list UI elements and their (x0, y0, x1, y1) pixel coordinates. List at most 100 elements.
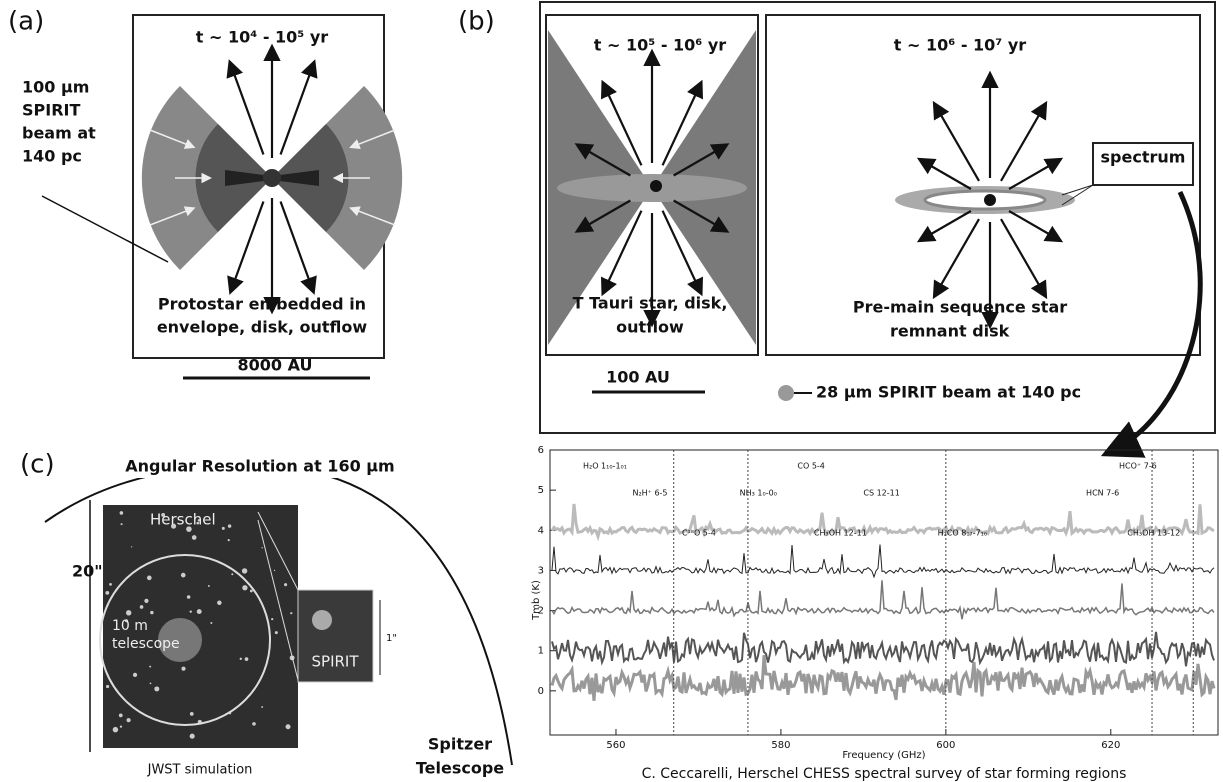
panel-label: (b) (458, 7, 495, 37)
outflow-arrow (230, 63, 263, 154)
star-dot (150, 611, 153, 614)
star-dot (106, 685, 109, 688)
y-tick-label: 4 (538, 525, 544, 536)
caption: T Tauri star, disk, (573, 294, 728, 313)
beam-note: SPIRIT (22, 101, 80, 120)
line-label: C¹⁸O 5-4 (682, 529, 716, 538)
star-dot (208, 585, 210, 587)
star-dot (120, 511, 124, 515)
star-dot (250, 590, 253, 593)
inset-label: spectrum (1101, 148, 1186, 167)
star-dot (240, 658, 242, 660)
star-dot (187, 595, 191, 599)
star-dot (245, 657, 249, 661)
outflow-arrow (921, 211, 971, 240)
caption: outflow (616, 318, 684, 337)
y-tick-label: 6 (538, 445, 544, 456)
outflow-arrow (281, 201, 313, 290)
x-tick-label: 560 (606, 740, 625, 751)
link-arrow (1110, 192, 1200, 452)
outflow-arrow (281, 63, 314, 154)
star-dot (149, 666, 151, 668)
outflow-arrow (935, 219, 979, 295)
outflow-arrow (1009, 160, 1059, 189)
star-dot (119, 714, 123, 718)
spectrum-trace (552, 545, 1214, 577)
x-tick-label: 620 (1101, 740, 1120, 751)
star-dot (228, 524, 231, 527)
zoom-source (312, 610, 332, 630)
star-dot (286, 724, 291, 729)
outflow-arrow (935, 105, 979, 181)
star-dot (121, 523, 123, 525)
outflow-arrow (1001, 105, 1045, 181)
star-dot (133, 673, 137, 677)
star-dot (190, 734, 195, 739)
spitzer-label: Telescope (416, 759, 504, 778)
star-dot (109, 583, 112, 586)
beam-note: 140 pc (22, 147, 82, 166)
star-dot (217, 601, 222, 606)
spectrum: Frequency (GHz) Tmb (K) C. Ceccarelli, H… (531, 445, 1218, 782)
protostar (263, 169, 281, 187)
star-dot (131, 546, 132, 547)
beam-marker (778, 385, 794, 401)
panel-title: Angular Resolution at 160 µm (125, 457, 394, 476)
star-dot (181, 667, 185, 671)
star-dot (222, 527, 225, 530)
spectrum-trace (552, 655, 1214, 701)
star-dot (284, 583, 287, 586)
star-dot (113, 727, 118, 732)
star-dot (261, 706, 263, 708)
beam-legend: 28 µm SPIRIT beam at 140 pc (816, 383, 1081, 402)
star-dot (197, 609, 202, 614)
star-dot (105, 591, 109, 595)
line-label: HCO⁺ 7-6 (1119, 462, 1157, 471)
star-dot (140, 605, 144, 609)
size-label: 20" (72, 562, 103, 581)
star-dot (190, 610, 192, 612)
spectrum-trace (552, 632, 1214, 666)
star-dot (210, 622, 212, 624)
star-dot (231, 573, 233, 575)
star-dot (290, 612, 292, 614)
time-label: t ~ 10⁶ - 10⁷ yr (894, 36, 1027, 55)
star-dot (154, 686, 159, 691)
panel-label: (a) (8, 7, 44, 37)
star-dot (144, 599, 148, 603)
outflow-arrow (231, 201, 263, 290)
panel-c: (c) Angular Resolution at 160 µm Hersche… (20, 450, 512, 778)
y-tick-label: 0 (538, 686, 544, 697)
caption: C. Ceccarelli, Herschel CHESS spectral s… (642, 766, 1127, 782)
line-label: H₂CO 8₁₇-7₁₆ (938, 529, 988, 538)
spectrum-trace (552, 580, 1214, 619)
scale-label: 8000 AU (238, 356, 313, 375)
spectrum-trace (552, 504, 1214, 536)
telescope-label: telescope (112, 636, 180, 652)
star-dot (261, 547, 262, 548)
line-label: HCN 7-6 (1086, 489, 1119, 498)
star-dot (242, 568, 247, 573)
star-dot (150, 682, 152, 684)
star-dot (242, 585, 247, 590)
caption: Pre-main sequence star (853, 298, 1067, 317)
panel-label: (c) (20, 450, 55, 480)
size-label: 1" (386, 633, 397, 644)
inset-pointer (1062, 185, 1093, 195)
beam-note: beam at (22, 124, 96, 143)
outflow-arrow (1001, 219, 1045, 295)
star (984, 194, 996, 206)
outflow-arrow (1009, 211, 1059, 240)
spirit-label: SPIRIT (312, 653, 360, 671)
line-label: CH₃OH 12-11 (814, 529, 867, 538)
line-label: CO 5-4 (797, 462, 825, 471)
caption: envelope, disk, outflow (157, 318, 368, 337)
panel-b: (b) t ~ 10⁵ - 10⁶ yr T Tauri star, disk,… (458, 2, 1215, 452)
time-label: t ~ 10⁵ - 10⁶ yr (594, 36, 727, 55)
star-dot (126, 610, 131, 615)
star-dot (127, 718, 131, 722)
star-dot (120, 725, 122, 727)
line-label: CS 12-11 (863, 489, 899, 498)
y-tick-label: 1 (538, 646, 544, 657)
x-tick-label: 600 (936, 740, 955, 751)
